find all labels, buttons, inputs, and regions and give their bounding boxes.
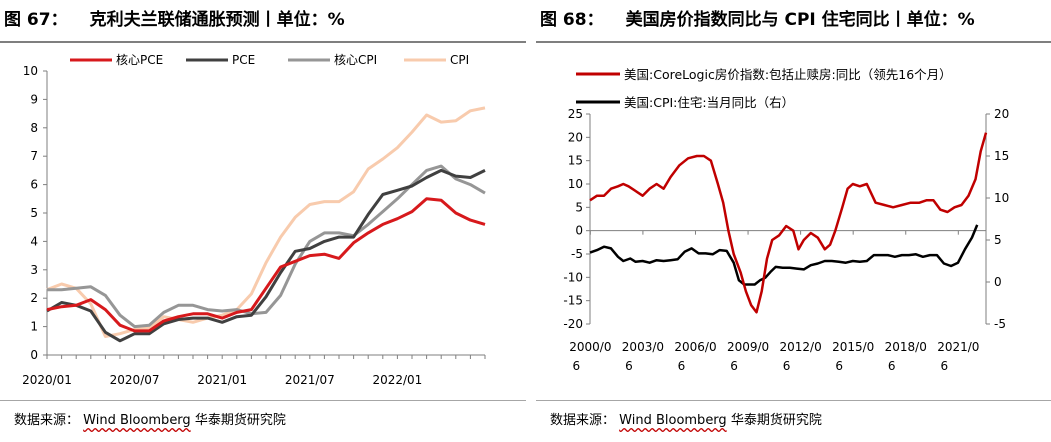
figure-67-bottom-rule [0,400,526,401]
left-y-tick-label: 20 [568,130,583,144]
figure-68-source: 数据来源： Wind Bloomberg 华泰期货研究院 [550,409,822,428]
x-tick-label: 2021/07 [285,373,335,387]
left-y-tick-label: -20 [563,317,583,331]
legend-label: PCE [232,53,255,67]
right-y-tick-label: 20 [994,107,1009,121]
legend-label: 核心PCE [116,53,163,67]
x-tick-label: 2018/0 6 [885,340,927,373]
x-tick-label: 2012/0 6 [780,340,822,373]
legend-label-house-price: 美国:CoreLogic房价指数:包括止赎房:同比（领先16个月） [624,67,952,82]
figure-68-panel: 图 68： 美国房价指数同比与 CPI 住宅同比丨单位：% -20 -15 -10 -5… [536,0,1051,442]
figure-67-top-rule [0,41,526,43]
y-tick-label: 2 [30,291,38,305]
series-line-0 [46,197,486,333]
figure-68-top-rule [536,41,1051,43]
right-y-tick-label: 10 [994,191,1009,205]
left-y-tick-label: 25 [568,107,583,121]
right-y-tick-label: 5 [994,233,1002,247]
series-line-shelter-cpi [589,224,979,286]
x-tick-label: 2021/01 [197,373,247,387]
right-y-tick-label: 0 [994,275,1002,289]
y-tick-label: 5 [30,206,38,220]
y-tick-label: 6 [30,178,38,192]
series-line-2 [47,164,486,329]
series-line-3 [46,106,486,338]
house-price-vs-shelter-cpi-chart: -20 -15 -10 -5 0 5 10 15 20 25 -5 0 5 10 15 20 2000/0 6 20… [563,67,1009,373]
y-tick-label: 3 [30,263,38,277]
right-y-tick-label: -5 [994,317,1006,331]
x-tick-label: 2006/0 6 [674,340,716,373]
figure-67-title-text: 克利夫兰联储通胀预测丨单位：% [89,10,345,30]
y-tick-label: 9 [30,92,38,106]
source-org: 华泰期货研究院 [194,413,286,428]
x-tick-label: 2015/0 6 [832,340,874,373]
x-tick-label: 2021/0 6 [937,340,979,373]
x-tick-label: 2020/07 [110,373,160,387]
source-org: 华泰期货研究院 [730,413,822,428]
legend-label: CPI [450,53,469,67]
figure-68-title: 图 68： 美国房价指数同比与 CPI 住宅同比丨单位：% [540,2,975,38]
source-label: 数据来源： [14,413,80,428]
y-tick-label: 1 [30,320,38,334]
figure-68-title-text: 美国房价指数同比与 CPI 住宅同比丨单位：% [625,10,975,30]
series-line-house-price [589,132,988,314]
legend-label-shelter-cpi: 美国:CPI:住宅:当月同比（右） [624,95,794,110]
x-tick-label: 2003/0 6 [622,340,664,373]
figure-67-panel: 图 67： 克利夫兰联储通胀预测丨单位：% 0 1 2 3 4 5 6 7 8 9 10 2020/01… [0,2,526,428]
y-tick-label: 0 [30,348,38,362]
left-y-tick-label: 10 [568,177,583,191]
left-y-tick-label: -5 [571,247,583,261]
right-y-tick-label: 15 [994,149,1009,163]
y-tick-label: 10 [23,64,38,78]
figure-67-number: 图 67： [4,10,68,30]
left-y-tick-label: 0 [575,224,583,238]
x-tick-label: 2022/01 [372,373,422,387]
source-names: Wind Bloomberg [619,413,727,428]
series-line-1 [46,168,486,343]
x-tick-label: 2000/0 6 [569,340,611,373]
figure-67-title: 图 67： 克利夫兰联储通胀预测丨单位：% [4,2,345,38]
y-tick-label: 7 [30,149,38,163]
left-y-tick-label: -15 [563,294,583,308]
x-tick-label: 2020/01 [22,373,72,387]
source-label: 数据来源： [550,413,616,428]
figure-68-number: 图 68： [540,10,604,30]
figure-68-bottom-rule [536,400,1051,401]
left-y-tick-label: 15 [568,154,583,168]
left-y-tick-label: 5 [575,200,583,214]
x-tick-label: 2009/0 6 [727,340,769,373]
left-y-tick-label: -10 [563,270,583,284]
legend-label: 核心CPI [334,53,377,67]
y-tick-label: 4 [30,234,38,248]
cleveland-fed-inflation-chart: 0 1 2 3 4 5 6 7 8 9 10 2020/01 2020/07 2021/01 2021/07… [22,53,486,387]
figure-67-source: 数据来源： Wind Bloomberg 华泰期货研究院 [14,409,286,428]
y-tick-label: 8 [30,121,38,135]
source-names: Wind Bloomberg [83,413,191,428]
